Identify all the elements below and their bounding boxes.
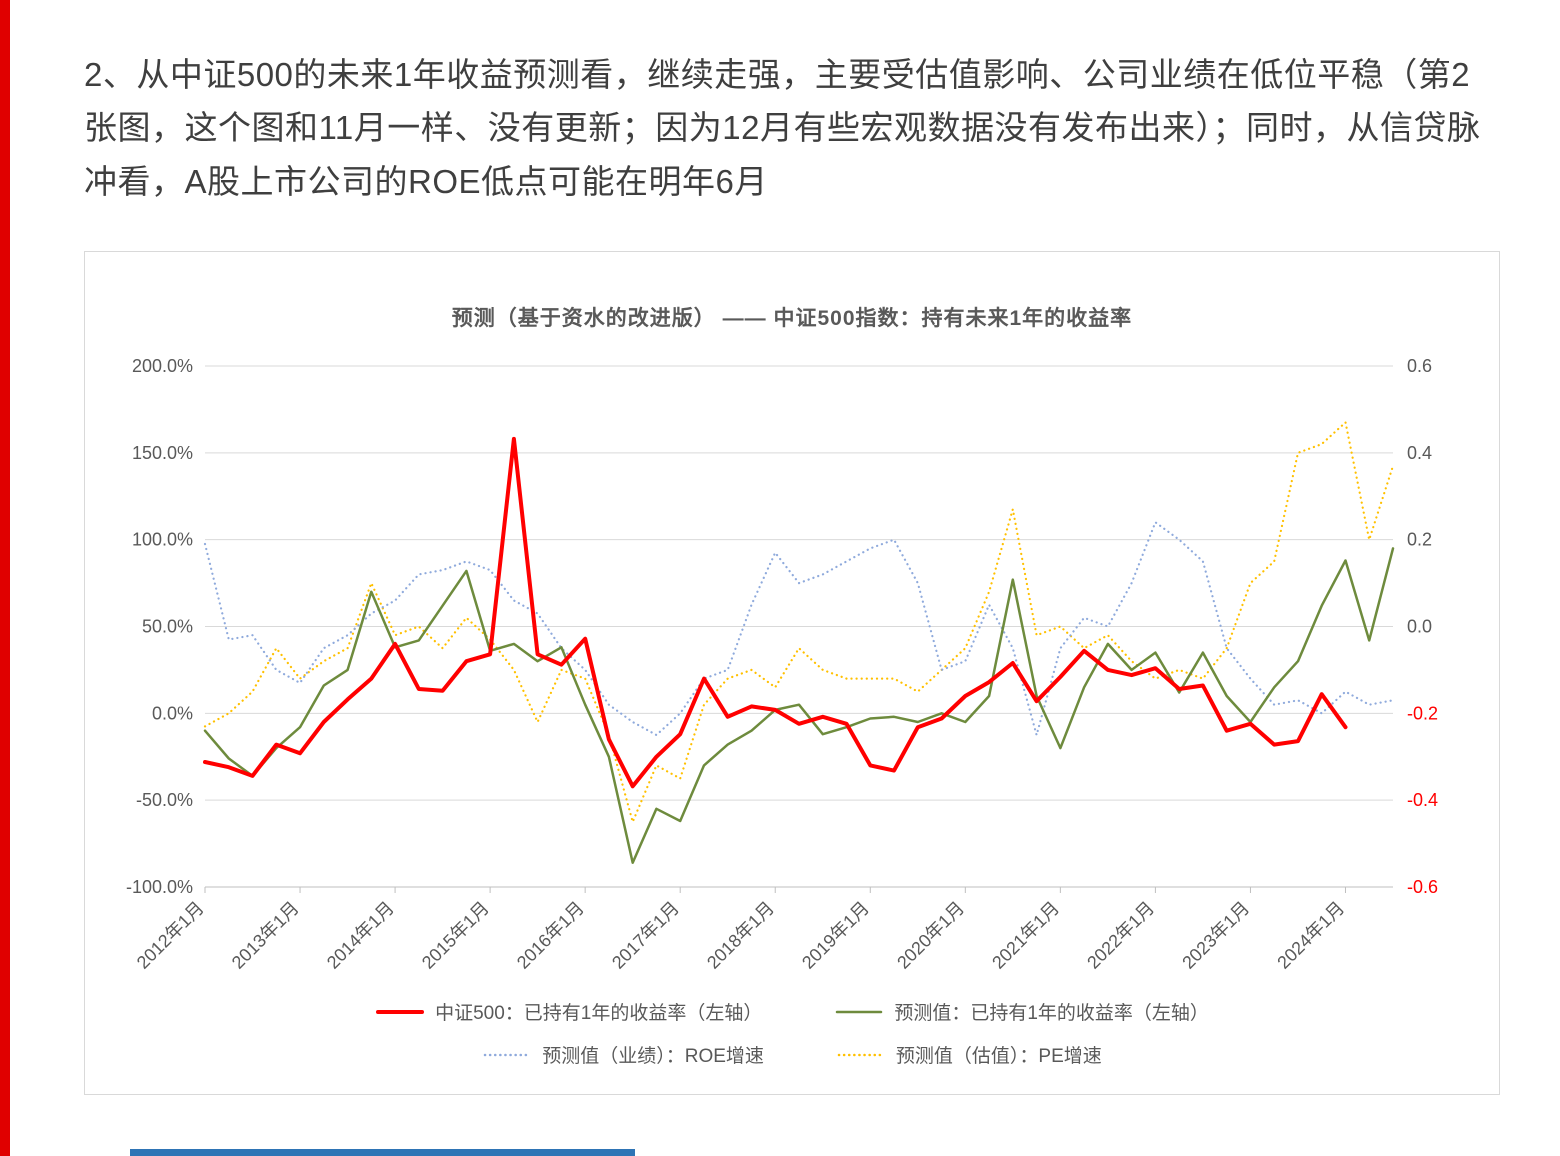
paragraph-text: 2、从中证500的未来1年收益预测看，继续走强，主要受估值影响、公司业绩在低位平…	[84, 56, 1481, 200]
x-axis-tick-label: 2013年1月	[228, 898, 303, 973]
x-axis-tick-label: 2014年1月	[323, 898, 398, 973]
x-axis-tick-label: 2023年1月	[1178, 898, 1253, 973]
right-axis-tick-label: 0.0	[1407, 617, 1432, 637]
legend-row: 预测值（业绩）：ROE增速 预测值（估值）：PE增速	[482, 1041, 1102, 1068]
chart-title: 预测（基于资水的改进版） —— 中证500指数：持有未来1年的收益率	[451, 307, 1133, 330]
chart-legend: 中证500：已持有1年的收益率（左轴） 预测值：已持有1年的收益率（左轴） 预测值（…	[85, 998, 1499, 1068]
csi500-actual-line	[203, 436, 1348, 789]
legend-marker-csi500-actual	[376, 1009, 425, 1014]
legend-marker-forecast-roe-growth	[483, 1053, 531, 1056]
left-axis-tick-label: 100.0%	[132, 530, 193, 550]
legend-item-forecast-return[interactable]: 预测值：已持有1年的收益率（左轴）	[834, 998, 1209, 1025]
left-axis-tick-label: 0.0%	[152, 703, 193, 723]
x-axis-tick-label: 2020年1月	[893, 898, 968, 973]
legend-marker-forecast-pe-growth	[837, 1053, 885, 1056]
legend-marker-forecast-return	[836, 1010, 883, 1013]
legend-label-csi500-actual: 中证500：已持有1年的收益率（左轴）	[435, 1003, 763, 1024]
legend-label-forecast-return: 预测值：已持有1年的收益率（左轴）	[894, 1003, 1209, 1024]
forecast-return-line	[203, 547, 1395, 864]
legend-row: 中证500：已持有1年的收益率（左轴） 预测值：已持有1年的收益率（左轴）	[375, 998, 1209, 1025]
x-axis-tick-label: 2018年1月	[703, 898, 778, 973]
chart-container: 预测（基于资水的改进版） —— 中证500指数：持有未来1年的收益率 200.0…	[84, 251, 1500, 1095]
left-axis-tick-label: 200.0%	[132, 356, 193, 376]
left-axis-tick-label: -100.0%	[126, 877, 193, 897]
bottom-divider-bar	[130, 1149, 635, 1156]
x-axis-tick-label: 2021年1月	[988, 898, 1063, 973]
right-axis-tick-label: -0.6	[1407, 877, 1438, 897]
left-axis-tick-label: 50.0%	[142, 617, 193, 637]
legend-label-forecast-roe-growth: 预测值（业绩）：ROE增速	[542, 1046, 764, 1067]
left-axis-tick-label: -50.0%	[136, 790, 193, 810]
right-axis-tick-label: -0.2	[1407, 703, 1438, 723]
page-accent-bar	[0, 0, 10, 1156]
right-axis-tick-label: 0.4	[1407, 443, 1432, 463]
x-axis-tick-label: 2019年1月	[798, 898, 873, 973]
right-axis-tick-label: 0.6	[1407, 356, 1432, 376]
x-axis-tick-label: 2022年1月	[1083, 898, 1158, 973]
legend-item-forecast-pe-growth[interactable]: 预测值（估值）：PE增速	[836, 1041, 1102, 1068]
right-axis-tick-label: -0.4	[1407, 790, 1438, 810]
forecast-roe-growth-line	[203, 521, 1395, 737]
legend-label-forecast-pe-growth: 预测值（估值）：PE增速	[895, 1046, 1102, 1067]
legend-item-forecast-roe-growth[interactable]: 预测值（业绩）：ROE增速	[482, 1041, 764, 1068]
right-axis-tick-label: 0.2	[1407, 530, 1432, 550]
x-axis-tick-label: 2015年1月	[418, 898, 493, 973]
x-axis-tick-label: 2017年1月	[608, 898, 683, 973]
x-axis-tick-label: 2024年1月	[1273, 898, 1348, 973]
legend-item-csi500-actual[interactable]: 中证500：已持有1年的收益率（左轴）	[375, 998, 762, 1025]
left-axis-tick-label: 150.0%	[132, 443, 193, 463]
x-axis-tick-label: 2012年1月	[133, 898, 208, 973]
x-axis-tick-label: 2016年1月	[513, 898, 588, 973]
chart-canvas: 200.0% 0.6 150.0% 0.4 100.0% 0.2 50.0% 0.0 0.0% -…	[126, 356, 1438, 973]
